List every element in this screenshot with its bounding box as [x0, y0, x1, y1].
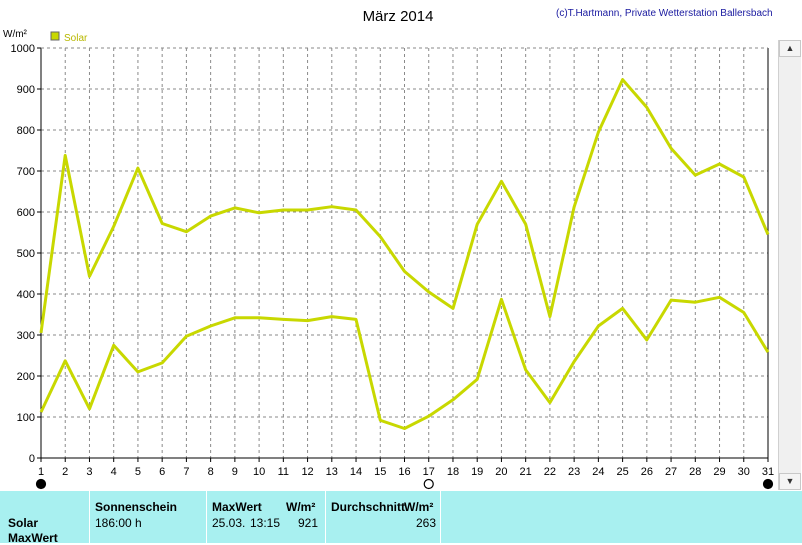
x-tick-label: 29: [713, 466, 725, 478]
y-tick-label: 500: [17, 248, 35, 260]
scroll-down-icon[interactable]: ▼: [779, 473, 801, 490]
x-tick-label: 7: [183, 466, 189, 478]
x-tick-labels: 1 2 3 4 5 6 7 8 9 10 11 12 13 14 15 16 17 18 19 20 21 22 23 24 2…: [38, 466, 774, 478]
x-tick-label: 9: [232, 466, 238, 478]
x-tick-label: 10: [253, 466, 265, 478]
solar-chart: März 2014 (c)T.Hartmann, Private Wetters…: [3, 8, 774, 490]
x-tick-label: 21: [520, 466, 532, 478]
x-tick-label: 19: [471, 466, 483, 478]
y-tick-label: 400: [17, 289, 35, 301]
series-lines: [39, 78, 770, 430]
vertical-scrollbar[interactable]: ▲ ▼: [778, 40, 801, 490]
x-tick-label: 12: [301, 466, 313, 478]
x-tick-label: 17: [423, 466, 435, 478]
y-tick-labels: 0 100 200 300 400 500 600 700 800 900 1000: [11, 43, 35, 465]
x-tick-label: 25: [616, 466, 628, 478]
axes: [37, 47, 769, 462]
x-tick-label: 5: [135, 466, 141, 478]
row-label-solar: Solar: [8, 516, 39, 530]
average-unit: W/m²: [404, 500, 434, 514]
x-tick-label: 16: [398, 466, 410, 478]
x-tick-label: 27: [665, 466, 677, 478]
copyright-text: (c)T.Hartmann, Private Wetterstation Bal…: [556, 8, 773, 19]
y-tick-label: 600: [17, 207, 35, 219]
y-tick-label: 300: [17, 330, 35, 342]
maxwert-unit: W/m²: [286, 500, 316, 514]
x-tick-label: 3: [86, 466, 92, 478]
grid: [41, 47, 768, 458]
y-tick-label: 700: [17, 166, 35, 178]
sunshine-header: Sonnenschein: [95, 500, 178, 514]
row-label-maxwert: MaxWert: [8, 531, 58, 545]
x-tick-label: 22: [544, 466, 556, 478]
x-tick-label: 18: [447, 466, 459, 478]
legend-swatch: [50, 31, 60, 41]
y-axis-unit: W/m²: [3, 29, 28, 40]
summary-table: Solar MaxWert Sonnenschein 186:00 h MaxW…: [0, 491, 802, 545]
scroll-up-icon[interactable]: ▲: [779, 40, 801, 57]
series-line-average: [39, 295, 770, 430]
x-tick-label: 4: [111, 466, 117, 478]
average-header: Durchschnitt: [331, 500, 406, 514]
x-tick-label: 2: [62, 466, 68, 478]
x-tick-label: 6: [159, 466, 165, 478]
maxwert-time: 13:15: [250, 516, 281, 530]
x-tick-label: 8: [208, 466, 214, 478]
y-tick-label: 800: [17, 125, 35, 137]
new-moon-icon: [35, 478, 47, 490]
chart-title: März 2014: [363, 8, 434, 25]
maxwert-date: 25.03.: [212, 516, 246, 530]
legend-label: Solar: [64, 33, 88, 44]
y-tick-label: 1000: [11, 43, 35, 55]
full-moon-icon: [423, 478, 434, 490]
x-tick-label: 20: [495, 466, 507, 478]
new-moon-icon: [762, 478, 774, 490]
maxwert-header: MaxWert: [212, 500, 262, 514]
maxwert-value: 921: [298, 516, 319, 530]
moon-markers: [35, 478, 774, 490]
y-tick-label: 200: [17, 371, 35, 383]
x-tick-label: 30: [738, 466, 750, 478]
x-tick-label: 31: [762, 466, 774, 478]
x-tick-label: 15: [374, 466, 386, 478]
y-tick-label: 100: [17, 412, 35, 424]
series-line-max: [39, 78, 770, 334]
x-tick-label: 1: [38, 466, 44, 478]
x-tick-label: 11: [278, 466, 289, 478]
sunshine-value: 186:00 h: [95, 516, 142, 530]
x-tick-label: 24: [592, 466, 604, 478]
x-tick-label: 26: [641, 466, 653, 478]
x-tick-label: 23: [568, 466, 580, 478]
average-value: 263: [416, 516, 437, 530]
x-tick-label: 28: [689, 466, 701, 478]
y-tick-label: 900: [17, 84, 35, 96]
y-tick-label: 0: [29, 453, 35, 465]
x-tick-label: 14: [350, 466, 362, 478]
x-tick-label: 13: [326, 466, 338, 478]
